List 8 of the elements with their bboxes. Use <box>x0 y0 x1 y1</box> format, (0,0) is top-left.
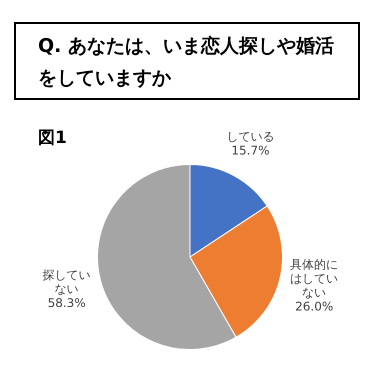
data-label: 58.3% <box>48 296 86 310</box>
slice-label: 探していない <box>42 268 91 296</box>
data-label: 15.7% <box>231 144 270 158</box>
chart-title: Q. あなたは、いま恋人探しや婚活をしていますか <box>14 22 360 100</box>
slice-label: している <box>226 130 274 144</box>
slice-label: 具体的にはしていない <box>290 258 338 300</box>
data-label: 26.0% <box>295 300 334 314</box>
chart-subtitle: 図1 <box>38 127 67 149</box>
